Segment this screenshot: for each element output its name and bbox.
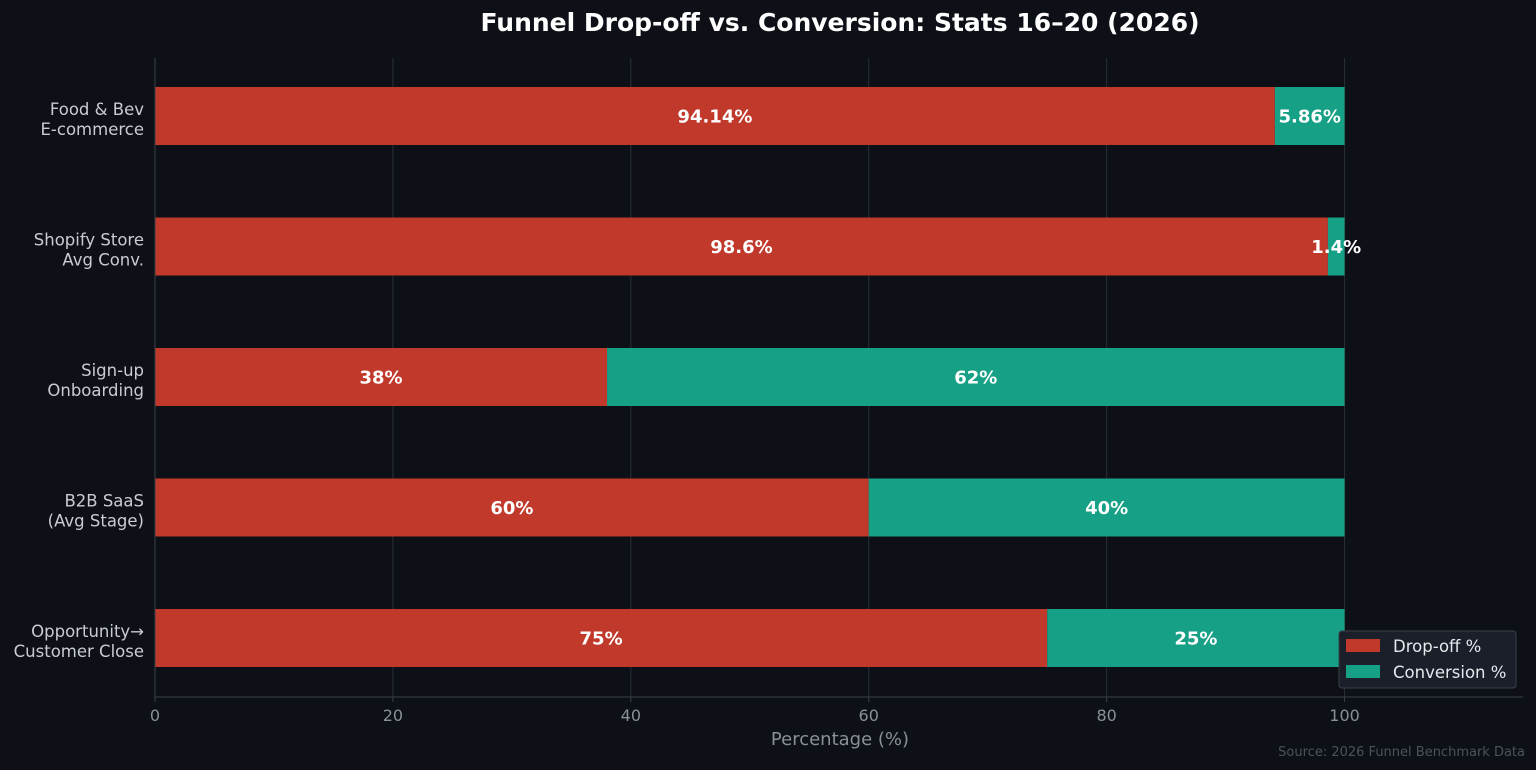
category-label-0: Food & Bev E-commerce (41, 100, 145, 139)
bar-conversion-2 (607, 348, 1345, 406)
category-label-line: Onboarding (47, 381, 144, 400)
bar-dropoff-4 (155, 609, 1048, 667)
x-tick-label-20: 20 (383, 706, 403, 725)
legend-label-dropoff: Drop-off % (1393, 637, 1481, 656)
axes: 0 20 40 60 80 100 (150, 58, 1523, 725)
bar-dropoff-3 (155, 478, 869, 537)
category-label-3: B2B SaaS (Avg Stage) (48, 492, 144, 531)
bar-label-dropoff-2: 38% (359, 368, 402, 389)
bar-label-conversion-1: 1.4% (1311, 237, 1361, 258)
category-label-line: E-commerce (41, 120, 145, 139)
category-label-2: Sign-up Onboarding (47, 361, 144, 400)
category-label-line: Opportunity→ (31, 622, 144, 641)
bar-conversion-4 (1047, 609, 1345, 667)
bar-conversion-0 (1274, 87, 1345, 145)
chart-title: Funnel Drop-off vs. Conversion: Stats 16… (480, 8, 1199, 37)
bar-dropoff-1 (155, 217, 1328, 276)
source-note: Source: 2026 Funnel Benchmark Data (1278, 745, 1525, 760)
category-label-line: B2B SaaS (64, 492, 144, 511)
category-label-1: Shopify Store Avg Conv. (34, 231, 144, 270)
legend-label-conversion: Conversion % (1393, 663, 1506, 682)
category-label-line: Avg Conv. (62, 251, 144, 270)
category-label-line: (Avg Stage) (48, 512, 144, 531)
category-label-line: Customer Close (14, 642, 144, 661)
bar-label-dropoff-3: 60% (490, 498, 533, 519)
legend-swatch-dropoff (1346, 639, 1380, 652)
x-tick-label-0: 0 (150, 706, 160, 725)
bar-dropoff-2 (155, 348, 608, 406)
bar-label-conversion-0: 5.86% (1278, 107, 1340, 128)
bars: 94.14% 5.86% Food & Bev E-commerce 98.6% 1.4%… (14, 87, 1361, 667)
bar-label-conversion-3: 40% (1085, 498, 1128, 519)
x-tick-label-100: 100 (1329, 706, 1360, 725)
category-label-line: Shopify Store (34, 231, 144, 250)
bar-label-dropoff-1: 98.6% (710, 237, 772, 258)
bar-dropoff-0 (155, 87, 1275, 145)
bar-label-dropoff-4: 75% (580, 629, 623, 650)
category-label-line: Sign-up (81, 361, 144, 380)
legend-box (1338, 630, 1517, 689)
x-tick-label-40: 40 (621, 706, 641, 725)
bar-label-conversion-2: 62% (954, 368, 997, 389)
x-tick-label-60: 60 (859, 706, 879, 725)
legend-swatch-conversion (1346, 665, 1380, 678)
category-label-4: Opportunity→ Customer Close (14, 622, 145, 661)
bar-conversion-3 (868, 478, 1345, 537)
bar-conversion-1 (1327, 217, 1345, 276)
x-tick-label-80: 80 (1096, 706, 1116, 725)
legend: Drop-off % Conversion % (1338, 630, 1517, 689)
category-label-line: Food & Bev (50, 100, 144, 119)
bar-label-dropoff-0: 94.14% (677, 107, 752, 128)
x-axis-title: Percentage (%) (771, 729, 909, 750)
bar-label-conversion-4: 25% (1174, 629, 1217, 650)
